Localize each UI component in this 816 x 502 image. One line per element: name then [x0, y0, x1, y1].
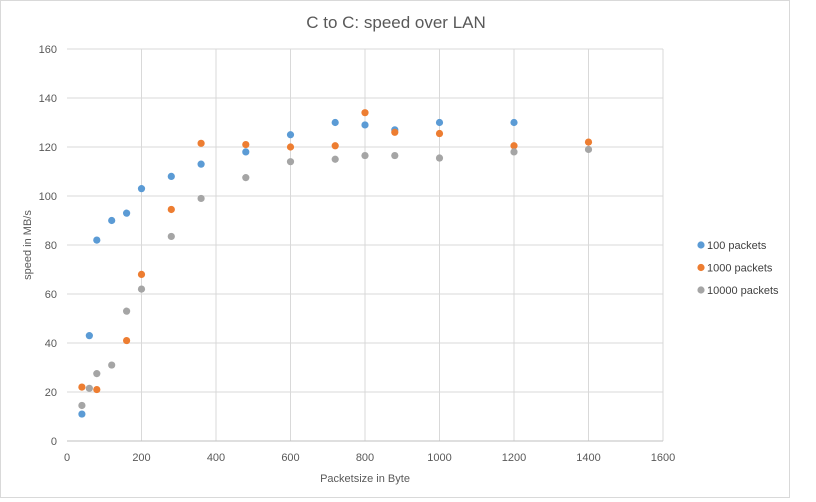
data-point-series-2 — [584, 138, 593, 146]
y-tick-label: 0 — [51, 436, 57, 448]
data-point-series-3 — [242, 174, 250, 182]
data-point-series-2 — [286, 143, 295, 151]
data-point-series-1 — [167, 172, 175, 180]
data-point-series-2 — [331, 142, 339, 150]
x-tick-label: 800 — [356, 452, 374, 464]
x-tick-label: 1000 — [427, 452, 451, 464]
y-tick-label: 40 — [45, 338, 57, 350]
x-tick-label: 200 — [132, 452, 150, 464]
legend: 100 packets 1000 packets 10000 packets — [697, 240, 779, 297]
data-points — [78, 109, 593, 418]
data-point-series-3 — [331, 155, 339, 163]
legend-marker — [697, 241, 705, 249]
x-tick-label: 1600 — [651, 452, 675, 464]
data-point-series-1 — [242, 148, 250, 156]
data-point-series-2 — [78, 383, 86, 391]
data-point-series-1 — [108, 216, 116, 225]
data-point-series-2 — [510, 142, 518, 150]
chart-title: C to C: speed over LAN — [306, 13, 486, 32]
x-axis-label: Packetsize in Byte — [320, 473, 410, 485]
y-tick-label: 120 — [39, 142, 57, 154]
y-tick-label: 140 — [39, 93, 57, 105]
legend-marker — [697, 286, 705, 294]
data-point-series-1 — [93, 236, 101, 244]
y-axis-ticks: 0 20 40 60 80 100 120 140 160 — [39, 44, 57, 448]
data-point-series-2 — [137, 270, 146, 278]
data-point-series-2 — [197, 139, 205, 147]
legend-label: 100 packets — [707, 240, 767, 252]
data-point-series-1 — [137, 185, 146, 193]
data-point-series-1 — [510, 118, 518, 127]
data-point-series-1 — [361, 121, 369, 129]
legend-label: 10000 packets — [707, 285, 779, 297]
data-point-series-2 — [123, 336, 131, 345]
data-point-series-2 — [242, 140, 250, 149]
y-tick-label: 20 — [45, 387, 57, 399]
data-point-series-3 — [123, 307, 131, 315]
data-point-series-3 — [435, 154, 444, 162]
data-point-series-3 — [93, 370, 101, 378]
data-point-series-2 — [435, 129, 444, 138]
legend-label: 1000 packets — [707, 263, 773, 275]
data-point-series-2 — [93, 385, 101, 394]
data-point-series-1 — [85, 332, 93, 340]
y-tick-label: 160 — [39, 44, 57, 56]
data-point-series-3 — [197, 194, 205, 203]
x-tick-label: 0 — [64, 452, 70, 464]
data-point-series-2 — [361, 109, 369, 117]
legend-marker — [697, 263, 705, 272]
data-point-series-3 — [584, 145, 593, 154]
data-point-series-1 — [123, 209, 131, 217]
data-point-series-3 — [391, 151, 399, 160]
data-point-series-2 — [167, 205, 175, 214]
data-point-series-1 — [78, 410, 86, 418]
data-point-series-1 — [286, 131, 295, 139]
data-point-series-3 — [361, 151, 369, 160]
data-point-series-3 — [108, 361, 116, 369]
data-point-series-1 — [331, 118, 339, 127]
x-axis-ticks: 0 200 400 600 800 1000 1200 1400 1600 — [64, 452, 675, 464]
x-tick-label: 1200 — [502, 452, 526, 464]
data-point-series-2 — [391, 128, 399, 136]
y-axis-label: speed in MB/s — [22, 210, 34, 280]
data-point-series-3 — [137, 285, 146, 293]
data-point-series-3 — [510, 148, 518, 156]
x-tick-label: 600 — [281, 452, 299, 464]
data-point-series-3 — [167, 232, 175, 241]
grid-lines — [67, 48, 664, 441]
chart-frame — [0, 0, 790, 498]
y-tick-label: 60 — [45, 289, 57, 301]
data-point-series-1 — [197, 160, 205, 168]
y-tick-label: 80 — [45, 240, 57, 252]
data-point-series-3 — [286, 158, 295, 166]
data-point-series-3 — [78, 401, 86, 410]
data-point-series-3 — [85, 384, 93, 392]
data-point-series-1 — [435, 118, 444, 127]
y-tick-label: 100 — [39, 191, 57, 203]
x-tick-label: 1400 — [576, 452, 600, 464]
x-tick-label: 400 — [207, 452, 225, 464]
